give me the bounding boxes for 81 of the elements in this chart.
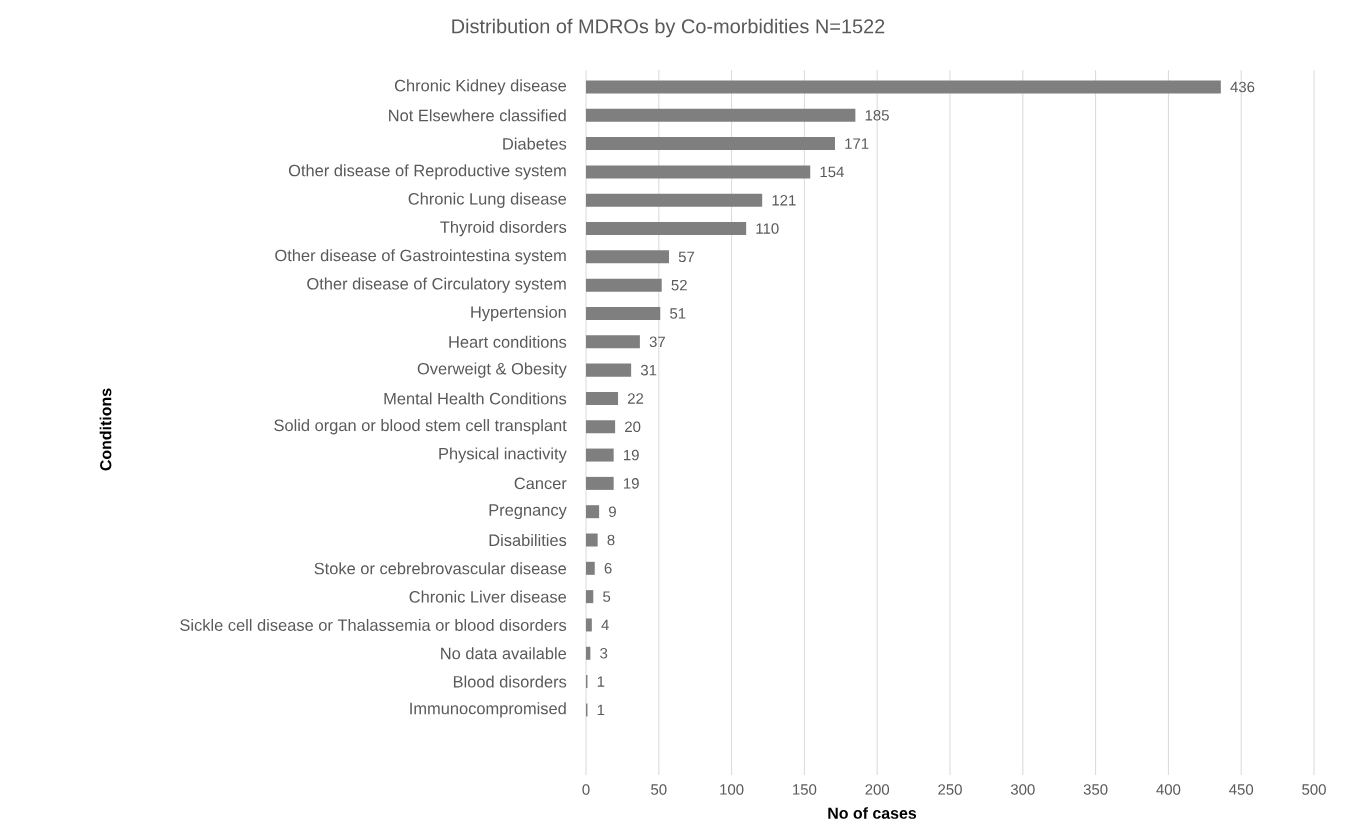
y-tick-label: Hypertension <box>471 305 566 322</box>
bar <box>586 80 1221 94</box>
y-tick-label: Thyroid disorders <box>440 220 567 237</box>
data-label: 20 <box>625 421 641 433</box>
bar <box>586 618 592 632</box>
y-tick-label: Physical inactivity <box>439 447 567 463</box>
data-label: 121 <box>772 195 796 206</box>
y-tick-label: Chronic Liver disease <box>409 590 567 603</box>
data-label: 185 <box>865 110 889 121</box>
bar <box>586 137 835 151</box>
y-tick-label: Other disease of Gastrointestina system <box>275 249 566 265</box>
y-tick-label: Pregnancy <box>489 504 567 520</box>
bar <box>586 193 763 207</box>
data-label: 1 <box>597 676 605 687</box>
data-label: 436 <box>1230 81 1255 93</box>
bar <box>586 363 632 377</box>
y-axis-title: Conditions <box>99 388 112 471</box>
bar <box>586 561 595 575</box>
data-label: 171 <box>845 138 869 149</box>
y-tick-label: Disabilities <box>489 533 567 547</box>
bar <box>586 646 591 660</box>
y-tick-label: Chronic Lung disease <box>408 192 567 208</box>
bar <box>586 505 600 519</box>
x-tick-label: 50 <box>651 784 667 795</box>
bar <box>586 165 811 179</box>
data-label: 3 <box>600 647 608 659</box>
data-label: 19 <box>624 449 639 461</box>
data-label: 4 <box>601 619 609 631</box>
y-tick-label: Not Elsewhere classified <box>389 109 566 122</box>
y-tick-label: Heart conditions <box>449 335 567 348</box>
x-tick-label: 150 <box>793 784 817 795</box>
y-tick-label: Stoke or cebrebrovascular disease <box>314 562 567 575</box>
data-label: 19 <box>624 478 639 489</box>
x-tick-label: 350 <box>1083 784 1108 795</box>
data-label: 31 <box>640 364 657 376</box>
bar <box>586 533 598 547</box>
bar <box>586 222 747 236</box>
bar <box>586 250 669 264</box>
data-label: 5 <box>603 591 611 602</box>
y-tick-label: Other disease of Circulatory system <box>307 277 566 293</box>
bar <box>586 278 662 292</box>
bar <box>586 108 856 122</box>
y-tick-label: Diabetes <box>503 137 567 150</box>
x-tick-label: 250 <box>938 784 962 795</box>
data-label: 154 <box>820 166 844 178</box>
y-tick-label: Mental Health Conditions <box>384 392 567 405</box>
data-label: 57 <box>678 251 695 263</box>
x-tick-label: 400 <box>1156 784 1181 795</box>
x-tick-label: 100 <box>720 784 744 795</box>
data-label: 52 <box>671 279 687 291</box>
x-tick-label: 200 <box>865 784 890 795</box>
y-tick-label: No data available <box>441 647 567 660</box>
bar <box>586 307 661 320</box>
y-tick-label: Other disease of Reproductive system <box>288 164 566 180</box>
x-tick-label: 450 <box>1229 784 1254 795</box>
data-label: 22 <box>627 393 644 404</box>
bar <box>586 420 616 434</box>
x-tick-label: 0 <box>582 784 590 795</box>
x-axis-title: No of cases <box>828 807 917 819</box>
x-tick-label: 300 <box>1010 784 1035 795</box>
y-tick-label: Solid organ or blood stem cell transplant <box>274 419 567 435</box>
y-tick-label: Overweigt & Obesity <box>417 362 567 378</box>
data-label: 1 <box>597 704 605 716</box>
bar <box>586 476 614 490</box>
data-label: 8 <box>607 534 615 546</box>
data-label: 51 <box>670 308 686 319</box>
bar <box>586 391 619 405</box>
bar <box>586 335 640 349</box>
data-label: 6 <box>604 563 612 574</box>
data-label: 9 <box>609 506 616 517</box>
data-label: 37 <box>649 336 665 348</box>
y-tick-label: Blood disorders <box>453 675 567 688</box>
bar <box>586 448 614 462</box>
data-label: 110 <box>756 223 779 234</box>
x-tick-label: 500 <box>1302 784 1326 795</box>
y-tick-label: Cancer <box>514 477 567 490</box>
y-tick-label: Sickle cell disease or Thalassemia or blood disorders <box>180 618 567 631</box>
bar <box>586 590 594 604</box>
chart-title: Distribution of MDROs by Co-morbidities N=1522 <box>452 18 885 38</box>
y-tick-label: Immunocompromised <box>410 702 566 718</box>
y-tick-label: Chronic Kidney disease <box>394 79 567 95</box>
